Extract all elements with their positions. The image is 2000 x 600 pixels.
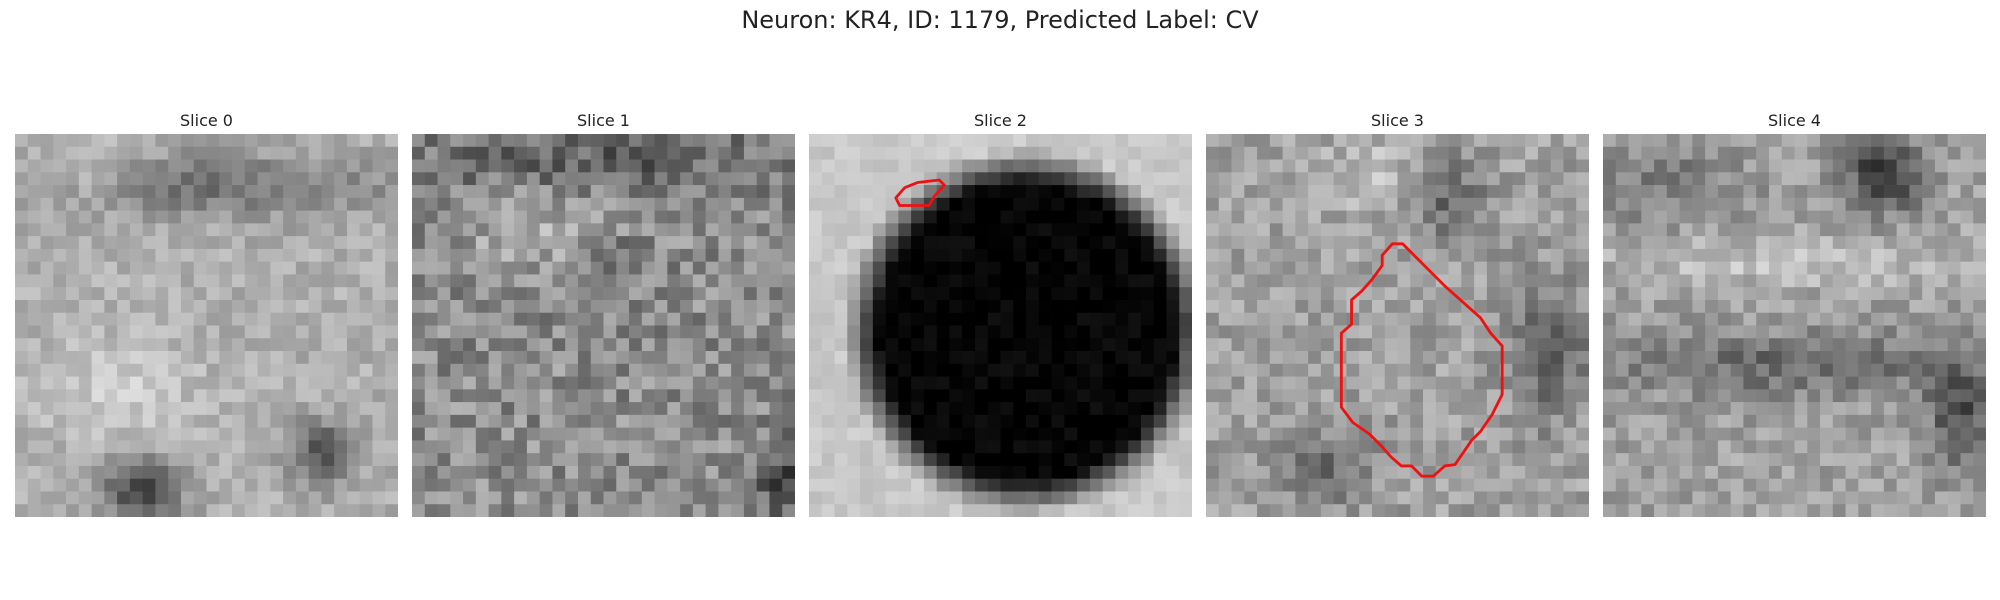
slice-panel-4: Slice 4 (1603, 108, 1986, 517)
pixel-grid (1603, 134, 1986, 517)
slice-title: Slice 0 (180, 111, 233, 130)
slice-panel-3: Slice 3 (1206, 108, 1589, 517)
segmentation-contour (1339, 242, 1504, 478)
slice-panel-0: Slice 0 (15, 108, 398, 517)
slice-panel-1: Slice 1 (412, 108, 795, 517)
pixel-grid (412, 134, 795, 517)
slice-title: Slice 1 (577, 111, 630, 130)
segmentation-contour (894, 178, 946, 207)
figure-title: Neuron: KR4, ID: 1179, Predicted Label: … (741, 6, 1259, 34)
slice-image (809, 134, 1192, 517)
slice-title: Slice 4 (1768, 111, 1821, 130)
slice-title: Slice 3 (1371, 111, 1424, 130)
slice-panel-2: Slice 2 (809, 108, 1192, 517)
slice-image (1603, 134, 1986, 517)
slice-image (1206, 134, 1589, 517)
pixel-grid (1206, 134, 1589, 517)
slice-title: Slice 2 (974, 111, 1027, 130)
slice-image (412, 134, 795, 517)
pixel-grid (15, 134, 398, 517)
slice-image (15, 134, 398, 517)
pixel-grid (809, 134, 1192, 517)
